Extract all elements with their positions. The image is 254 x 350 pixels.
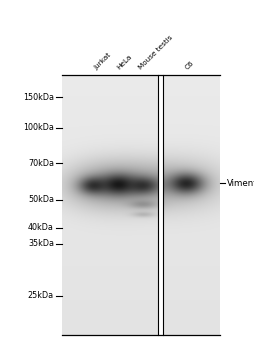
Text: Vimentin: Vimentin <box>227 178 254 188</box>
Text: C6: C6 <box>184 60 195 71</box>
Text: Mouse testis: Mouse testis <box>138 35 174 71</box>
Text: 35kDa: 35kDa <box>28 239 54 248</box>
Text: 25kDa: 25kDa <box>28 292 54 301</box>
Text: 100kDa: 100kDa <box>23 124 54 133</box>
Text: Jurkat: Jurkat <box>93 52 112 71</box>
Text: 150kDa: 150kDa <box>23 92 54 102</box>
Text: 70kDa: 70kDa <box>28 159 54 168</box>
Text: HeLa: HeLa <box>116 54 133 71</box>
Text: 40kDa: 40kDa <box>28 224 54 232</box>
Text: 50kDa: 50kDa <box>28 196 54 204</box>
